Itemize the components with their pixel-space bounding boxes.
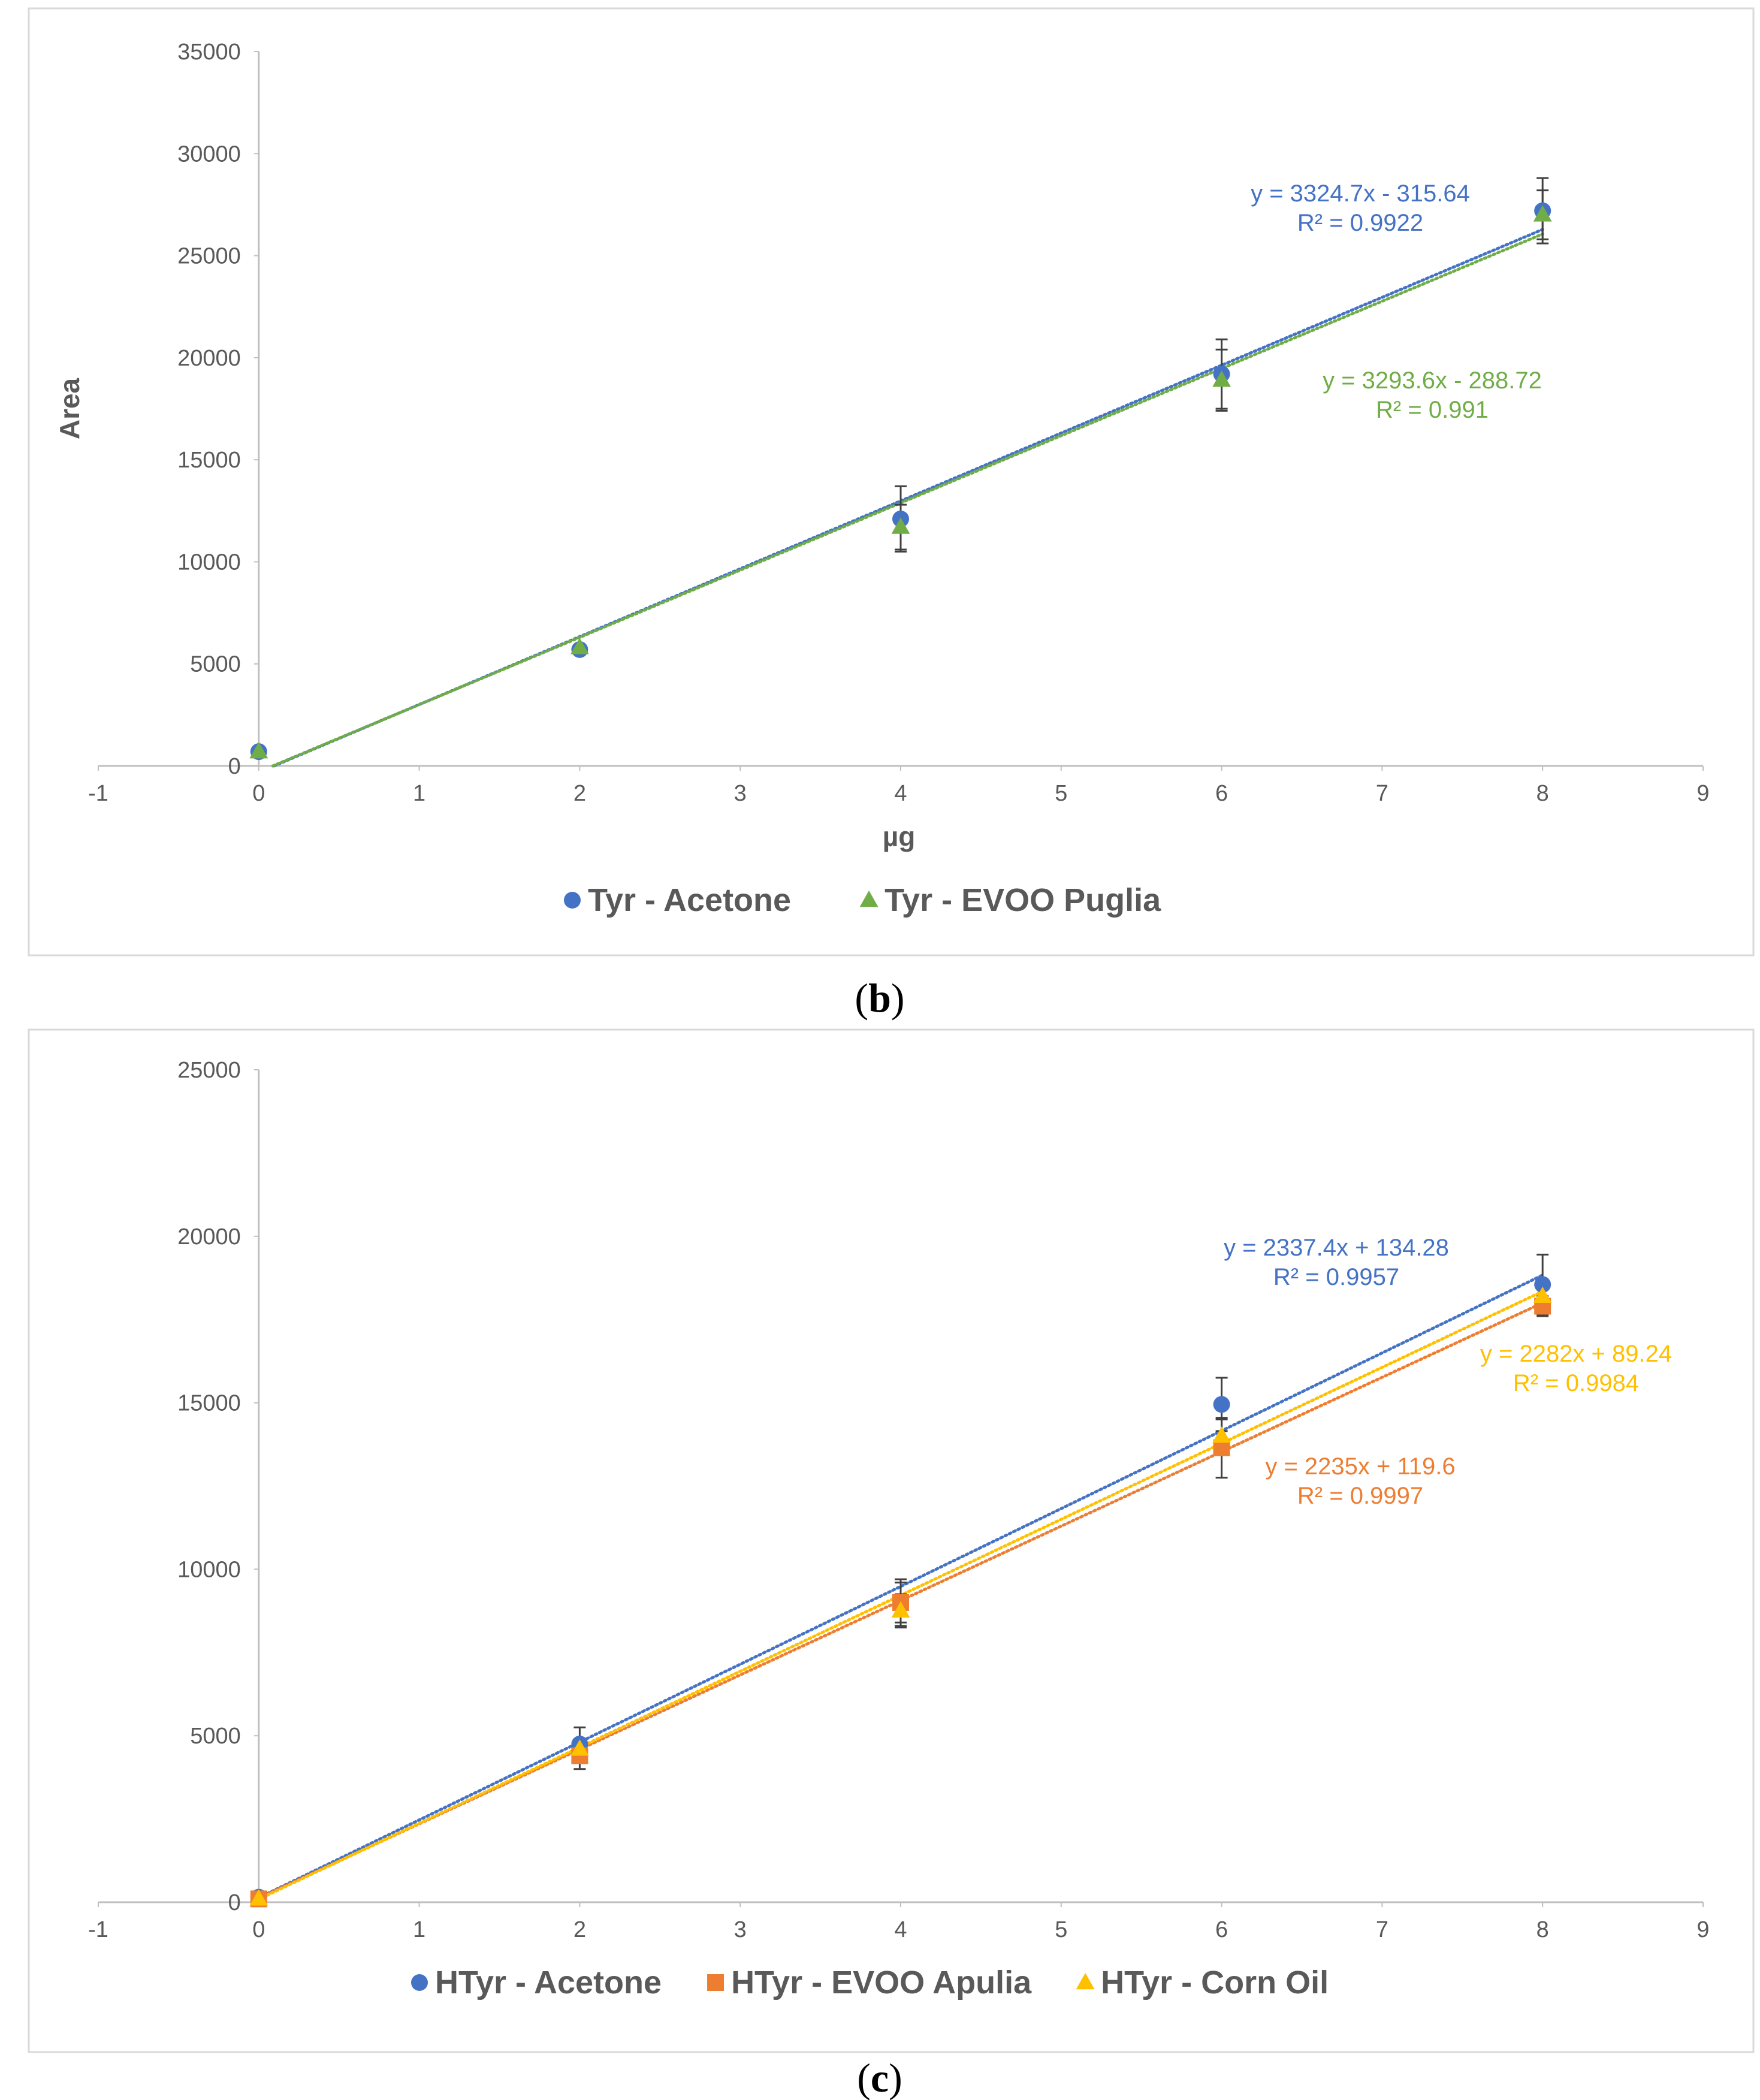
legend-label: Tyr - EVOO Puglia (884, 882, 1161, 918)
x-tick-label: -1 (88, 1917, 108, 1942)
legend-marker (859, 890, 879, 907)
data-point (249, 742, 268, 759)
trendline-equation: y = 3293.6x - 288.72 (1323, 367, 1542, 394)
x-tick-label: 7 (1376, 781, 1388, 806)
data-point (570, 1739, 589, 1756)
legend-marker (564, 892, 581, 909)
x-tick-label: 8 (1536, 1917, 1549, 1942)
y-tick-label: 25000 (177, 244, 241, 269)
x-tick-label: 5 (1055, 781, 1067, 806)
x-tick-label: 0 (252, 781, 265, 806)
x-axis-title: µg (883, 821, 916, 852)
trendline (271, 232, 1544, 768)
x-tick-label: 6 (1215, 1917, 1228, 1942)
legend-marker (411, 1974, 428, 1991)
y-axis-title: Area (54, 378, 85, 439)
x-tick-label: 7 (1376, 1917, 1388, 1942)
x-tick-label: 3 (734, 1917, 747, 1942)
y-tick-label: 0 (228, 754, 241, 779)
y-tick-label: 30000 (177, 141, 241, 167)
data-point (1534, 1276, 1551, 1293)
legend-label: HTyr - Corn Oil (1101, 1965, 1329, 2001)
y-tick-label: 15000 (177, 1391, 241, 1416)
trendline-r2: R² = 0.9984 (1513, 1370, 1639, 1396)
data-point (249, 1889, 268, 1906)
chart-b: -1 0 1 2 3 4 5 6 7 8 9 0 5000 10000 15000 20000 25000 300… (54, 40, 1710, 918)
trendline-equation: y = 2282x + 89.24 (1480, 1341, 1672, 1367)
x-tick-label: 2 (573, 781, 586, 806)
caption-b: (b) (855, 975, 904, 1021)
y-tick-label: 10000 (177, 550, 241, 575)
trendline-r2: R² = 0.9957 (1273, 1264, 1399, 1290)
x-tick-label: 2 (573, 1917, 586, 1942)
x-tick-label: 3 (734, 781, 747, 806)
x-tick-label: 8 (1536, 781, 1549, 806)
y-tick-label: 20000 (177, 1224, 241, 1250)
chart-c: -1 0 1 2 3 4 5 6 7 8 9 0 5000 10000 15000 20000 25000 y =… (88, 1058, 1709, 2001)
x-tick-label: -1 (88, 781, 108, 806)
y-tick-label: 5000 (190, 1724, 241, 1749)
trendline-r2: R² = 0.9922 (1297, 210, 1423, 236)
legend-label: HTyr - Acetone (435, 1965, 662, 2001)
y-tick-label: 10000 (177, 1557, 241, 1582)
legend-label: Tyr - Acetone (588, 882, 791, 918)
x-tick-label: 4 (894, 1917, 907, 1942)
x-tick-label: 0 (252, 1917, 265, 1942)
chart-b-frame (28, 7, 1755, 957)
legend-label: HTyr - EVOO Apulia (731, 1965, 1032, 2001)
data-point (891, 1601, 910, 1618)
y-tick-label: 35000 (177, 40, 241, 65)
y-tick-label: 5000 (190, 652, 241, 677)
data-point (570, 638, 589, 654)
data-point (1533, 1286, 1552, 1304)
y-tick-label: 15000 (177, 448, 241, 473)
caption-c: (c) (857, 2055, 902, 2100)
x-tick-label: 1 (413, 1917, 425, 1942)
x-tick-label: 6 (1215, 781, 1228, 806)
y-tick-label: 20000 (177, 346, 241, 371)
trendline-equation: y = 2337.4x + 134.28 (1224, 1235, 1449, 1261)
trendline-equation: y = 2235x + 119.6 (1265, 1453, 1455, 1480)
trendline-r2: R² = 0.9997 (1297, 1483, 1423, 1509)
x-tick-label: 9 (1696, 1917, 1709, 1942)
x-tick-label: 5 (1055, 1917, 1067, 1942)
trendline-equation: y = 3324.7x - 315.64 (1251, 180, 1470, 207)
trendline-r2: R² = 0.991 (1376, 397, 1489, 423)
data-point (1213, 1396, 1230, 1413)
data-point (1533, 205, 1552, 222)
legend-marker (707, 1974, 724, 1991)
data-point (1212, 370, 1231, 387)
y-tick-label: 25000 (177, 1058, 241, 1083)
chart-c-frame (28, 1028, 1755, 2053)
x-tick-label: 9 (1696, 781, 1709, 806)
x-tick-label: 4 (894, 781, 907, 806)
data-point (1212, 1426, 1231, 1443)
data-point (891, 517, 910, 534)
x-tick-label: 1 (413, 781, 425, 806)
y-tick-label: 0 (228, 1890, 241, 1915)
legend-marker (1076, 1972, 1095, 1990)
